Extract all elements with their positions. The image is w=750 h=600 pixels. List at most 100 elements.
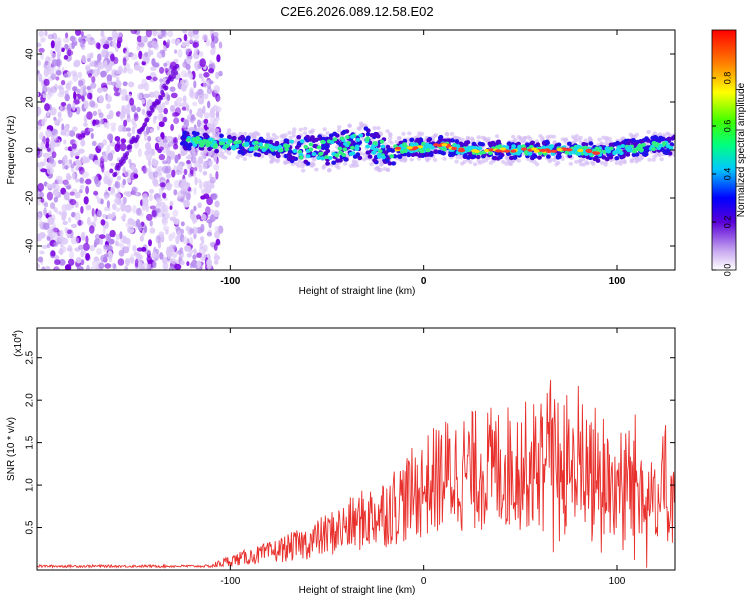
heatmap-noise-cell	[164, 100, 170, 105]
heatmap-halo-cell	[570, 135, 576, 139]
heatmap-noise-cell	[199, 242, 204, 250]
heatmap-noise-cell	[137, 148, 142, 158]
heatmap-halo-cell	[401, 131, 406, 136]
heatmap-noise-cell	[115, 200, 123, 206]
heatmap-band-cell	[556, 142, 562, 147]
heatmap-peak-cell	[412, 146, 419, 150]
heatmap-noise-cell	[122, 236, 128, 244]
spectrogram-ticks: -100 0 100 -40 -20 0 20 40	[25, 30, 675, 287]
heatmap-band-cell	[214, 149, 220, 154]
heatmap-noise-cell	[43, 207, 47, 216]
heatmap-halo-cell	[301, 168, 306, 173]
heatmap-peak-cell	[533, 149, 540, 153]
heatmap-halo-cell	[302, 131, 308, 136]
heatmap-noise-cell	[148, 166, 152, 175]
heatmap-band-cell	[410, 152, 416, 157]
heatmap-noise-cell	[56, 118, 61, 124]
heatmap-noise-cell	[98, 95, 104, 104]
heatmap-noise-cell	[104, 194, 109, 200]
snr-x-tick-label: -100	[220, 576, 240, 587]
heatmap-core-cell	[253, 146, 259, 151]
heatmap-halo-cell	[300, 164, 305, 169]
heatmap-core-cell	[583, 151, 589, 156]
heatmap-band-cell	[498, 155, 503, 160]
heatmap-noise-cell	[124, 265, 129, 270]
heatmap-noise-cell	[37, 147, 41, 156]
heatmap-core-cell	[337, 146, 343, 151]
heatmap-noise-cell	[70, 163, 75, 169]
heatmap-core-cell	[320, 139, 325, 144]
heatmap-noise-cell	[162, 225, 170, 232]
heatmap-noise-cell	[98, 262, 105, 269]
heatmap-noise-cell	[189, 92, 197, 99]
heatmap-band-cell	[207, 146, 212, 152]
heatmap-noise-cell	[83, 122, 88, 127]
heatmap-halo-cell	[369, 162, 374, 167]
heatmap-halo-cell	[580, 157, 586, 162]
heatmap-noise-cell	[84, 157, 90, 163]
heatmap-streak-cell	[135, 134, 140, 140]
snr-scale-exp: 4	[12, 333, 19, 337]
heatmap-noise-cell	[64, 226, 68, 233]
svg-text:(x104): (x104)	[12, 330, 24, 357]
heatmap-noise-cell	[103, 253, 109, 258]
heatmap-noise-cell	[64, 43, 69, 50]
heatmap-noise-cell	[151, 58, 156, 67]
heatmap-band-cell	[581, 142, 587, 147]
heatmap-noise-cell	[186, 252, 192, 258]
heatmap-noise-cell	[185, 104, 190, 112]
heatmap-halo-cell	[445, 132, 450, 137]
heatmap-halo-cell	[672, 153, 675, 157]
heatmap-noise-cell	[213, 163, 220, 171]
heatmap-noise-cell	[72, 172, 76, 181]
heatmap-noise-cell	[140, 36, 145, 42]
heatmap-noise-cell	[124, 169, 132, 178]
heatmap-noise-cell	[124, 258, 131, 266]
heatmap-noise-cell	[45, 265, 51, 270]
heatmap-noise-cell	[59, 247, 64, 256]
heatmap-noise-cell	[151, 40, 159, 48]
heatmap-noise-cell	[66, 103, 72, 112]
heatmap-noise-cell	[59, 86, 65, 95]
heatmap-core-cell	[478, 151, 484, 155]
heatmap-core-cell	[254, 140, 259, 145]
heatmap-noise-cell	[177, 102, 183, 108]
heatmap-core-cell	[318, 151, 324, 156]
heatmap-noise-cell	[176, 250, 183, 255]
heatmap-band-cell	[631, 138, 636, 143]
heatmap-noise-cell	[71, 40, 75, 50]
heatmap-noise-cell	[127, 132, 132, 138]
heatmap-halo-cell	[283, 133, 288, 138]
heatmap-noise-cell	[166, 135, 173, 142]
heatmap-noise-cell	[87, 128, 94, 132]
heatmap-band-cell	[390, 148, 396, 153]
heatmap-noise-cell	[176, 169, 181, 175]
heatmap-noise-cell	[122, 246, 130, 254]
heatmap-band-cell	[509, 155, 514, 161]
heatmap-noise-cell	[37, 182, 44, 192]
heatmap-halo-cell	[577, 159, 582, 164]
heatmap-halo-cell	[614, 161, 619, 165]
heatmap-noise-cell	[130, 165, 136, 172]
heatmap-noise-cell	[138, 66, 145, 73]
heatmap-noise-cell	[92, 68, 99, 78]
heatmap-noise-cell	[218, 41, 223, 49]
heatmap-core-cell	[576, 151, 582, 156]
heatmap-noise-cell	[75, 178, 80, 183]
heatmap-peak-cell	[566, 148, 573, 152]
heatmap-halo-cell	[634, 156, 640, 160]
heatmap-halo-cell	[583, 138, 588, 143]
heatmap-noise-cell	[148, 239, 152, 247]
heatmap-halo-cell	[402, 157, 408, 162]
heatmap-noise-cell	[39, 131, 44, 140]
heatmap-noise-cell	[104, 206, 108, 212]
heatmap-noise-cell	[185, 49, 189, 56]
heatmap-halo-cell	[468, 160, 473, 165]
heatmap-noise-cell	[75, 257, 82, 264]
heatmap-peak-cell	[500, 147, 507, 151]
heatmap-halo-cell	[389, 141, 394, 145]
heatmap-halo-cell	[376, 126, 381, 131]
heatmap-halo-cell	[480, 159, 486, 164]
heatmap-band-cell	[227, 134, 232, 140]
heatmap-noise-cell	[205, 206, 211, 216]
